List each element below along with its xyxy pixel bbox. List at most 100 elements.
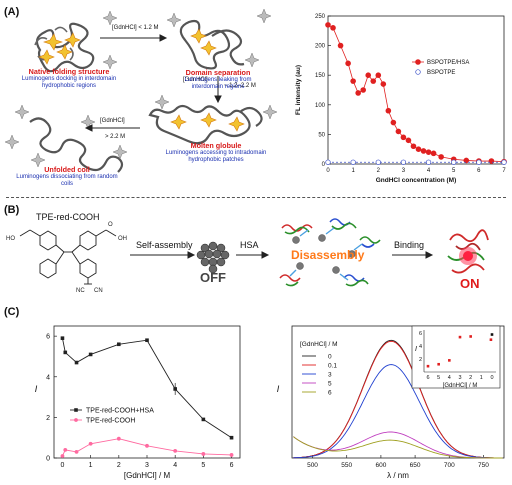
step3-label: Binding <box>394 240 425 250</box>
x-tick-label: 2 <box>117 462 121 469</box>
aggregate-sphere <box>200 257 210 267</box>
legend-label: 6 <box>328 389 332 396</box>
inset-x-tick-label: 6 <box>426 375 429 381</box>
plot-frame <box>53 325 241 459</box>
off-label: OFF <box>200 270 226 285</box>
native-desc: Luminogens docking in interdomain hydrop… <box>21 76 117 89</box>
aggregate-sphere <box>216 257 226 267</box>
aggregate-sphere <box>208 241 218 251</box>
inset-data-point <box>426 364 430 368</box>
inset-x-label: [GdnHCl] / M <box>443 383 478 389</box>
y-tick-label: 250 <box>315 14 326 20</box>
y-tick-label: 50 <box>318 132 325 138</box>
panel-divider <box>6 197 506 198</box>
data-point-bspotpe-hsa <box>410 143 417 150</box>
native-title: Native folding structure <box>28 67 110 76</box>
x-tick-label: 750 <box>478 462 489 469</box>
data-point-bspotpe-hsa <box>365 72 372 78</box>
data-point-bspotpe-hsa <box>375 72 382 78</box>
data-point <box>145 338 149 343</box>
unfolded-desc: Luminogens dissociating from random coil… <box>16 174 118 187</box>
data-point-bspotpe-hsa <box>405 137 412 144</box>
inset-x-tick-label: 4 <box>448 375 451 381</box>
x-tick-label: 6 <box>477 168 481 174</box>
spectrum-line <box>293 340 503 459</box>
panel-c-label: (C) <box>4 306 20 318</box>
inset-x-tick-label: 5 <box>437 375 440 381</box>
legend-title: [GdnHCl] / M <box>300 341 338 348</box>
legend-label-bspotpe: BSPOTPE <box>427 70 455 76</box>
x-tick-label: 7 <box>502 168 506 174</box>
x-tick-label: 0 <box>326 168 330 174</box>
molten-title: Molten globule <box>190 141 242 150</box>
spectrum-line <box>293 431 503 459</box>
y-tick-label: 2 <box>46 415 50 422</box>
spectrum-line <box>293 436 503 459</box>
data-point-bspotpe-hsa <box>488 158 495 164</box>
x-tick-label: 0 <box>61 462 65 469</box>
data-point <box>63 350 68 355</box>
y-axis-label: FL intensity (au) <box>295 65 302 115</box>
x-tick-label: 700 <box>444 462 455 469</box>
data-point <box>201 417 206 422</box>
arrow2-label-b: ~ 1.2–2.2 M <box>224 83 256 89</box>
data-point-bspotpe-hsa <box>395 128 402 135</box>
data-point <box>60 454 65 458</box>
data-point <box>117 342 121 347</box>
data-point-bspotpe-hsa <box>380 81 387 87</box>
legend-label: 0 <box>328 353 332 360</box>
legend-marker <box>74 408 78 412</box>
inset-x-tick-label: 3 <box>458 375 461 381</box>
inset-x-tick-label: 1 <box>480 375 483 381</box>
svg-text:CN: CN <box>94 288 103 294</box>
legend-marker <box>74 418 78 422</box>
plot-frame <box>327 15 505 165</box>
legend-marker-bspotpe <box>415 69 421 75</box>
on-label: ON <box>460 276 480 291</box>
data-point-bspotpe-hsa <box>330 25 336 31</box>
x-tick-label: 3 <box>402 168 406 174</box>
y-tick-label: 200 <box>315 44 326 50</box>
inset-x-tick-label: 2 <box>469 375 472 381</box>
svg-text:O: O <box>108 222 113 228</box>
data-point <box>60 336 65 340</box>
inset-data-point <box>490 333 494 336</box>
data-point-bspotpe-hsa <box>425 149 432 155</box>
domain-title: Domain separation <box>185 68 251 77</box>
data-point <box>229 453 234 457</box>
data-point-bspotpe-hsa <box>415 146 422 152</box>
aggregate-sphere <box>216 243 226 253</box>
step2-label: HSA <box>240 240 259 250</box>
data-point-bspotpe-hsa <box>350 78 356 84</box>
x-tick-label: 5 <box>201 462 205 469</box>
inset-y-tick-label: 4 <box>419 344 422 350</box>
x-tick-label: 1 <box>89 462 93 469</box>
data-point <box>116 436 121 441</box>
x-tick-label: 600 <box>375 462 386 469</box>
inset-y-tick-label: 6 <box>419 331 422 337</box>
x-tick-label: 500 <box>307 462 318 469</box>
series-line-bspotpe-hsa <box>327 24 505 163</box>
panel-b-label: (B) <box>4 204 20 216</box>
y-tick-label: 150 <box>315 73 326 79</box>
x-tick-label: 4 <box>173 462 177 469</box>
step1-label: Self-assembly <box>136 240 193 250</box>
y-tick-label: 0 <box>322 162 326 168</box>
panel-a-chart: 0 1 2 3 4 5 6 7 0 50 100 150 200 250 GndHCl concentrat… <box>295 14 507 184</box>
compound-name: TPE-red-COOH <box>36 212 100 222</box>
data-point <box>63 447 68 452</box>
data-point-bspotpe-hsa <box>345 60 351 67</box>
data-point <box>74 450 79 454</box>
svg-text:OH: OH <box>118 236 127 242</box>
data-point-bspotpe-hsa <box>400 134 407 141</box>
x-tick-label: 550 <box>341 462 352 469</box>
arrow3-label-b: > 2.2 M <box>105 134 126 140</box>
aggregate-sphere <box>204 249 214 259</box>
data-point <box>201 452 206 456</box>
inset-frame <box>411 325 501 389</box>
legend-label: 5 <box>328 380 332 387</box>
arrow2-label-a: [GdnHCl] <box>183 77 208 83</box>
svg-text:HO: HO <box>6 236 15 242</box>
y-tick-label: 100 <box>315 103 326 109</box>
data-point-bspotpe-hsa <box>360 87 366 93</box>
